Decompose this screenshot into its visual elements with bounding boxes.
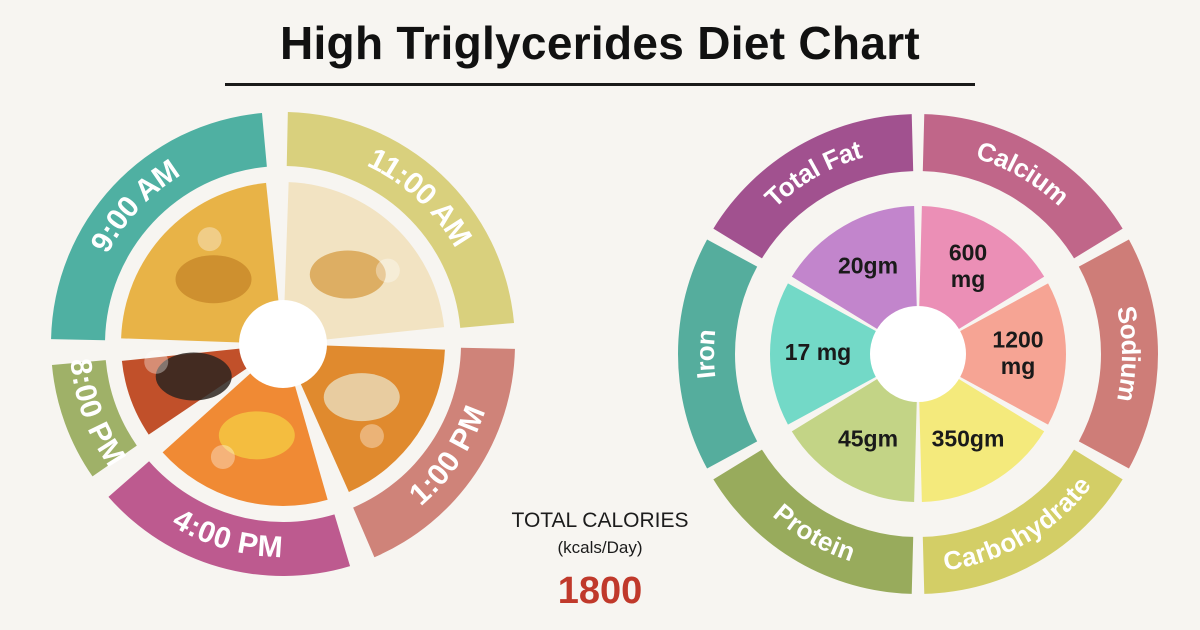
nutrient-band [1078, 239, 1159, 469]
nutrient-band [713, 114, 914, 259]
nutrient-value-label: 20gm [838, 252, 898, 278]
nutrient-wheel-center [870, 306, 966, 402]
nutrient-value-label: 1200 mg [992, 326, 1043, 378]
title-underline [225, 83, 975, 86]
total-calories-unit: (kcals/Day) [557, 538, 643, 557]
nutrient-name-label: Iron [690, 328, 721, 380]
nutrient-band [678, 239, 758, 469]
besan-cheela-highlight-shape [197, 227, 222, 252]
nutrient-value-label: 17 mg [785, 339, 851, 365]
nutrient-band [922, 114, 1123, 259]
meal-time-band [51, 360, 137, 477]
papaya-highlight-shape [210, 445, 235, 470]
nutrient-slice [918, 283, 1066, 425]
page-title: High Triglycerides Diet Chart [279, 17, 921, 69]
besan-cheela-dish-shape [175, 255, 252, 304]
nutrient-value-label: 600 mg [949, 240, 987, 292]
nutrient-value-label: 45gm [838, 426, 898, 452]
nutrient-slice [791, 206, 918, 354]
nutrient-slice [918, 206, 1045, 354]
paneer-curry-highlight-shape [144, 349, 169, 374]
curry-roti-highlight-shape [359, 424, 384, 449]
chickpeas-bowl-highlight-shape [375, 258, 400, 283]
total-calories-heading: TOTAL CALORIES [511, 509, 689, 532]
nutrient-band [922, 449, 1123, 594]
paneer-curry-dish-shape [155, 352, 232, 401]
meal-time-band [286, 112, 515, 328]
chickpeas-bowl-dish-shape [309, 250, 386, 299]
meal-time-band [353, 347, 515, 558]
total-calories-value: 1800 [557, 570, 643, 612]
nutrient-value-label: 350gm [932, 426, 1005, 452]
nutrient-slice [791, 354, 918, 502]
nutrient-name-label: Sodium [1111, 304, 1146, 405]
meal-wheel-center [239, 300, 327, 388]
curry-roti-dish-shape [323, 373, 400, 422]
nutrient-band [713, 449, 914, 594]
nutrient-slice [918, 354, 1045, 502]
papaya-dish-shape [218, 411, 295, 460]
meal-time-band [51, 112, 267, 341]
meal-time-band [108, 461, 351, 576]
nutrient-slice [769, 283, 918, 425]
